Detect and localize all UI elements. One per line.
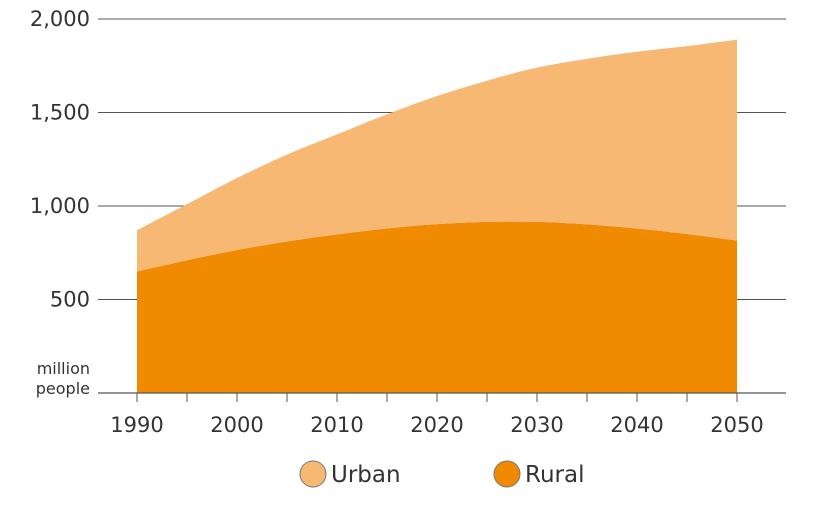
x-tick-label: 2050 (710, 413, 763, 437)
x-tick-label: 2020 (410, 413, 463, 437)
x-tick-label: 2030 (510, 413, 563, 437)
y-tick-label: 2,000 (30, 7, 90, 31)
area-series (137, 39, 737, 393)
y-unit-label-line2: people (36, 379, 90, 398)
legend: Urban Rural (299, 460, 584, 488)
area-urban (137, 39, 737, 272)
x-tick-labels: 1990 2000 2010 2020 2030 2040 2050 (110, 413, 763, 437)
y-tick-labels: 500 1,000 1,500 2,000 (30, 7, 90, 312)
legend-label-urban: Urban (331, 462, 401, 488)
x-axis (98, 392, 786, 402)
legend-swatch-rural (493, 460, 521, 488)
legend-swatch-urban (299, 460, 327, 488)
y-tick-label: 1,500 (30, 101, 90, 125)
y-tick-label: 1,000 (30, 194, 90, 218)
y-tick-label: 500 (50, 288, 90, 312)
x-tick-label: 2010 (310, 413, 363, 437)
x-tick-label: 1990 (110, 413, 163, 437)
y-unit-label-line1: million (37, 359, 90, 378)
legend-label-rural: Rural (525, 462, 584, 488)
x-tick-label: 2000 (210, 413, 263, 437)
x-tick-label: 2040 (610, 413, 663, 437)
area-rural (137, 221, 737, 393)
